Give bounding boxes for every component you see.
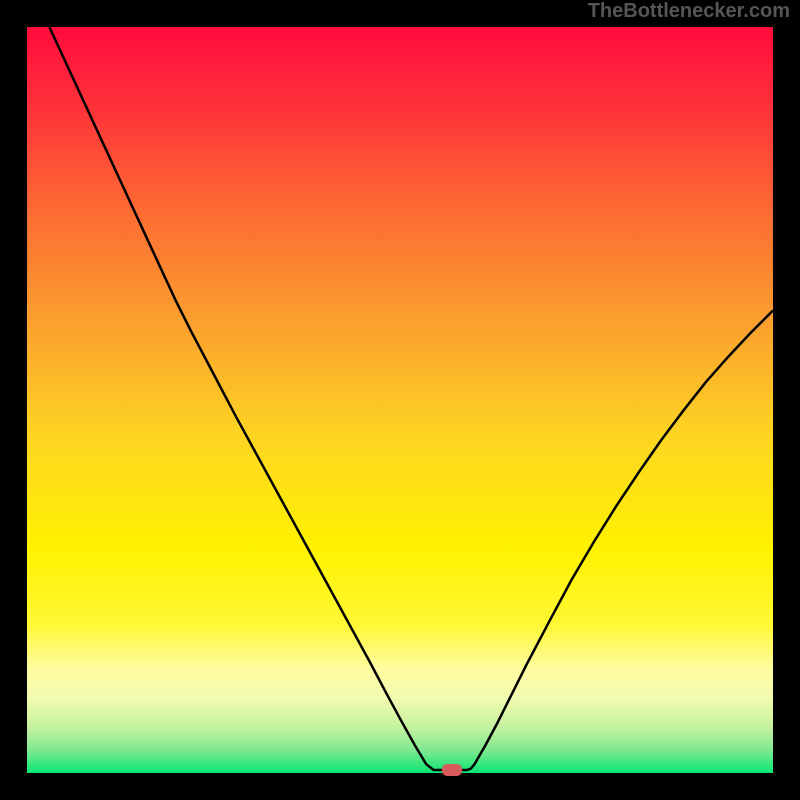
optimum-marker [442, 764, 462, 776]
bottleneck-curve [27, 27, 773, 773]
chart-canvas: TheBottlenecker.com [0, 0, 800, 800]
plot-area [27, 27, 773, 773]
watermark-text: TheBottlenecker.com [588, 0, 790, 23]
curve-path [49, 27, 773, 770]
